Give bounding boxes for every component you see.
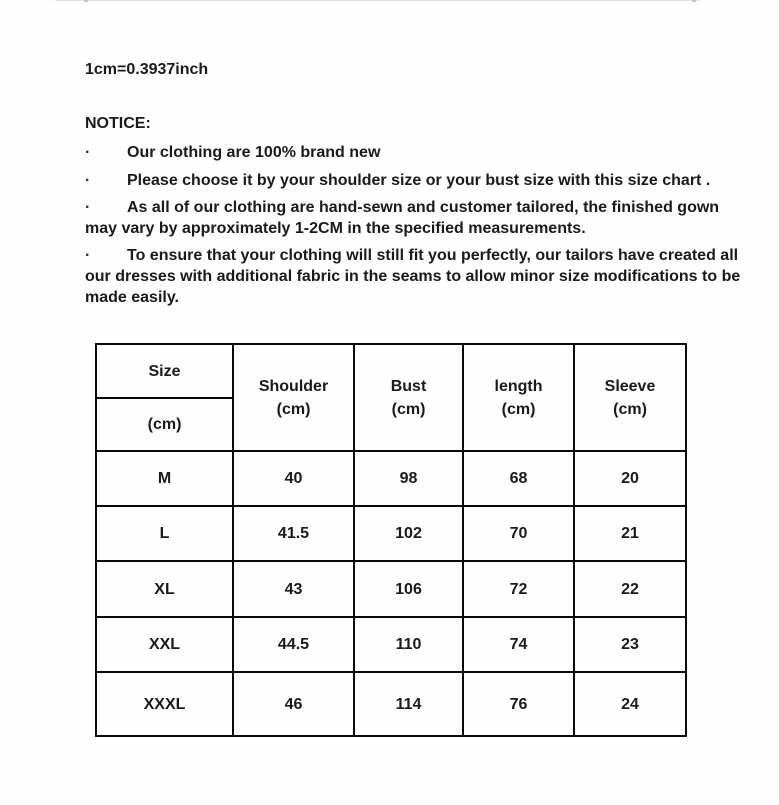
notice-text: Please choose it by your shoulder size o… bbox=[127, 172, 711, 189]
notice-text: As all of our clothing are hand-sewn and… bbox=[127, 199, 720, 216]
cell-shoulder: 46 bbox=[232, 671, 355, 737]
column-unit: (cm) bbox=[276, 400, 311, 418]
column-unit: (cm) bbox=[501, 400, 536, 418]
header-cell-length: length (cm) bbox=[462, 343, 575, 452]
column-title: Shoulder bbox=[258, 377, 329, 395]
header-row-unit: (cm) bbox=[95, 397, 686, 452]
cell-size: L bbox=[95, 505, 234, 562]
header-row-top: Size Shoulder (cm) Bust (cm) length (cm)… bbox=[95, 343, 687, 452]
header-cell-shoulder: Shoulder (cm) bbox=[232, 343, 355, 452]
header-cell-size-unit: (cm) bbox=[95, 397, 234, 452]
cell-shoulder: 40 bbox=[232, 450, 355, 507]
notice-heading: NOTICE: bbox=[85, 115, 151, 132]
cell-size: XL bbox=[95, 560, 234, 618]
notice-text: To ensure that your clothing will still … bbox=[127, 247, 739, 264]
size-chart-table: Size Shoulder (cm) Bust (cm) length (cm)… bbox=[95, 343, 687, 737]
cell-length: 76 bbox=[462, 671, 575, 737]
cell-length: 68 bbox=[462, 450, 575, 507]
notice-line: made easily. bbox=[85, 289, 179, 306]
cell-length: 72 bbox=[462, 560, 575, 618]
cell-sleeve: 21 bbox=[573, 505, 687, 562]
cell-size: XXXL bbox=[95, 671, 234, 737]
cell-bust: 102 bbox=[353, 505, 464, 562]
column-title: Sleeve bbox=[604, 377, 656, 395]
notice-line: may vary by approximately 1-2CM in the s… bbox=[85, 220, 586, 237]
cell-sleeve: 22 bbox=[573, 560, 687, 618]
table-row-m: M 40 98 68 20 bbox=[95, 450, 687, 507]
notice-line: · As all of our clothing are hand-sewn a… bbox=[85, 197, 725, 218]
notice-item-brand-new: · Our clothing are 100% brand new bbox=[85, 142, 725, 163]
cell-bust: 98 bbox=[353, 450, 464, 507]
cell-length: 74 bbox=[462, 616, 575, 673]
cell-bust: 106 bbox=[353, 560, 464, 618]
column-unit: (cm) bbox=[613, 400, 647, 418]
cell-shoulder: 44.5 bbox=[232, 616, 355, 673]
column-unit: (cm) bbox=[391, 400, 426, 418]
cell-bust: 114 bbox=[353, 671, 464, 737]
notice-text: Our clothing are 100% brand new bbox=[127, 144, 381, 161]
notice-line: · To ensure that your clothing will stil… bbox=[85, 245, 738, 266]
top-crop-artifact-tick bbox=[84, 0, 88, 2]
bullet-dot: · bbox=[85, 172, 91, 189]
column-title: Bust bbox=[390, 377, 427, 395]
cell-size: XXL bbox=[95, 616, 234, 673]
top-crop-artifact-line bbox=[55, 0, 700, 1]
cm-inch-conversion-note: 1cm=0.3937inch bbox=[85, 61, 209, 78]
bullet-dot: · bbox=[85, 144, 91, 161]
notice-line: · Our clothing are 100% brand new bbox=[85, 142, 725, 163]
cell-size: M bbox=[95, 450, 234, 507]
cell-sleeve: 23 bbox=[573, 616, 687, 673]
cell-length: 70 bbox=[462, 505, 575, 562]
cell-sleeve: 20 bbox=[573, 450, 687, 507]
table-row-xxl: XXL 44.5 110 74 23 bbox=[95, 616, 687, 673]
cell-bust: 110 bbox=[353, 616, 464, 673]
column-title: length bbox=[494, 377, 543, 395]
header-cell-bust: Bust (cm) bbox=[353, 343, 464, 452]
table-row-xl: XL 43 106 72 22 bbox=[95, 560, 687, 618]
notice-line: · Please choose it by your shoulder size… bbox=[85, 170, 725, 191]
header-cell-sleeve: Sleeve (cm) bbox=[573, 343, 687, 452]
cell-sleeve: 24 bbox=[573, 671, 687, 737]
bullet-dot: · bbox=[85, 199, 91, 216]
notice-item-choose-size: · Please choose it by your shoulder size… bbox=[85, 170, 725, 191]
bullet-dot: · bbox=[85, 247, 91, 264]
table-row-xxxl: XXXL 46 114 76 24 bbox=[95, 671, 687, 737]
header-cell-size-title: Size bbox=[95, 343, 234, 399]
cell-shoulder: 43 bbox=[232, 560, 355, 618]
top-crop-artifact-tick bbox=[692, 0, 696, 2]
notice-item-hand-sewn: · As all of our clothing are hand-sewn a… bbox=[85, 197, 725, 239]
notice-line: our dresses with additional fabric in th… bbox=[85, 268, 741, 285]
cell-shoulder: 41.5 bbox=[232, 505, 355, 562]
notice-item-seam-allowance: · To ensure that your clothing will stil… bbox=[85, 245, 741, 308]
table-row-l: L 41.5 102 70 21 bbox=[95, 505, 687, 562]
